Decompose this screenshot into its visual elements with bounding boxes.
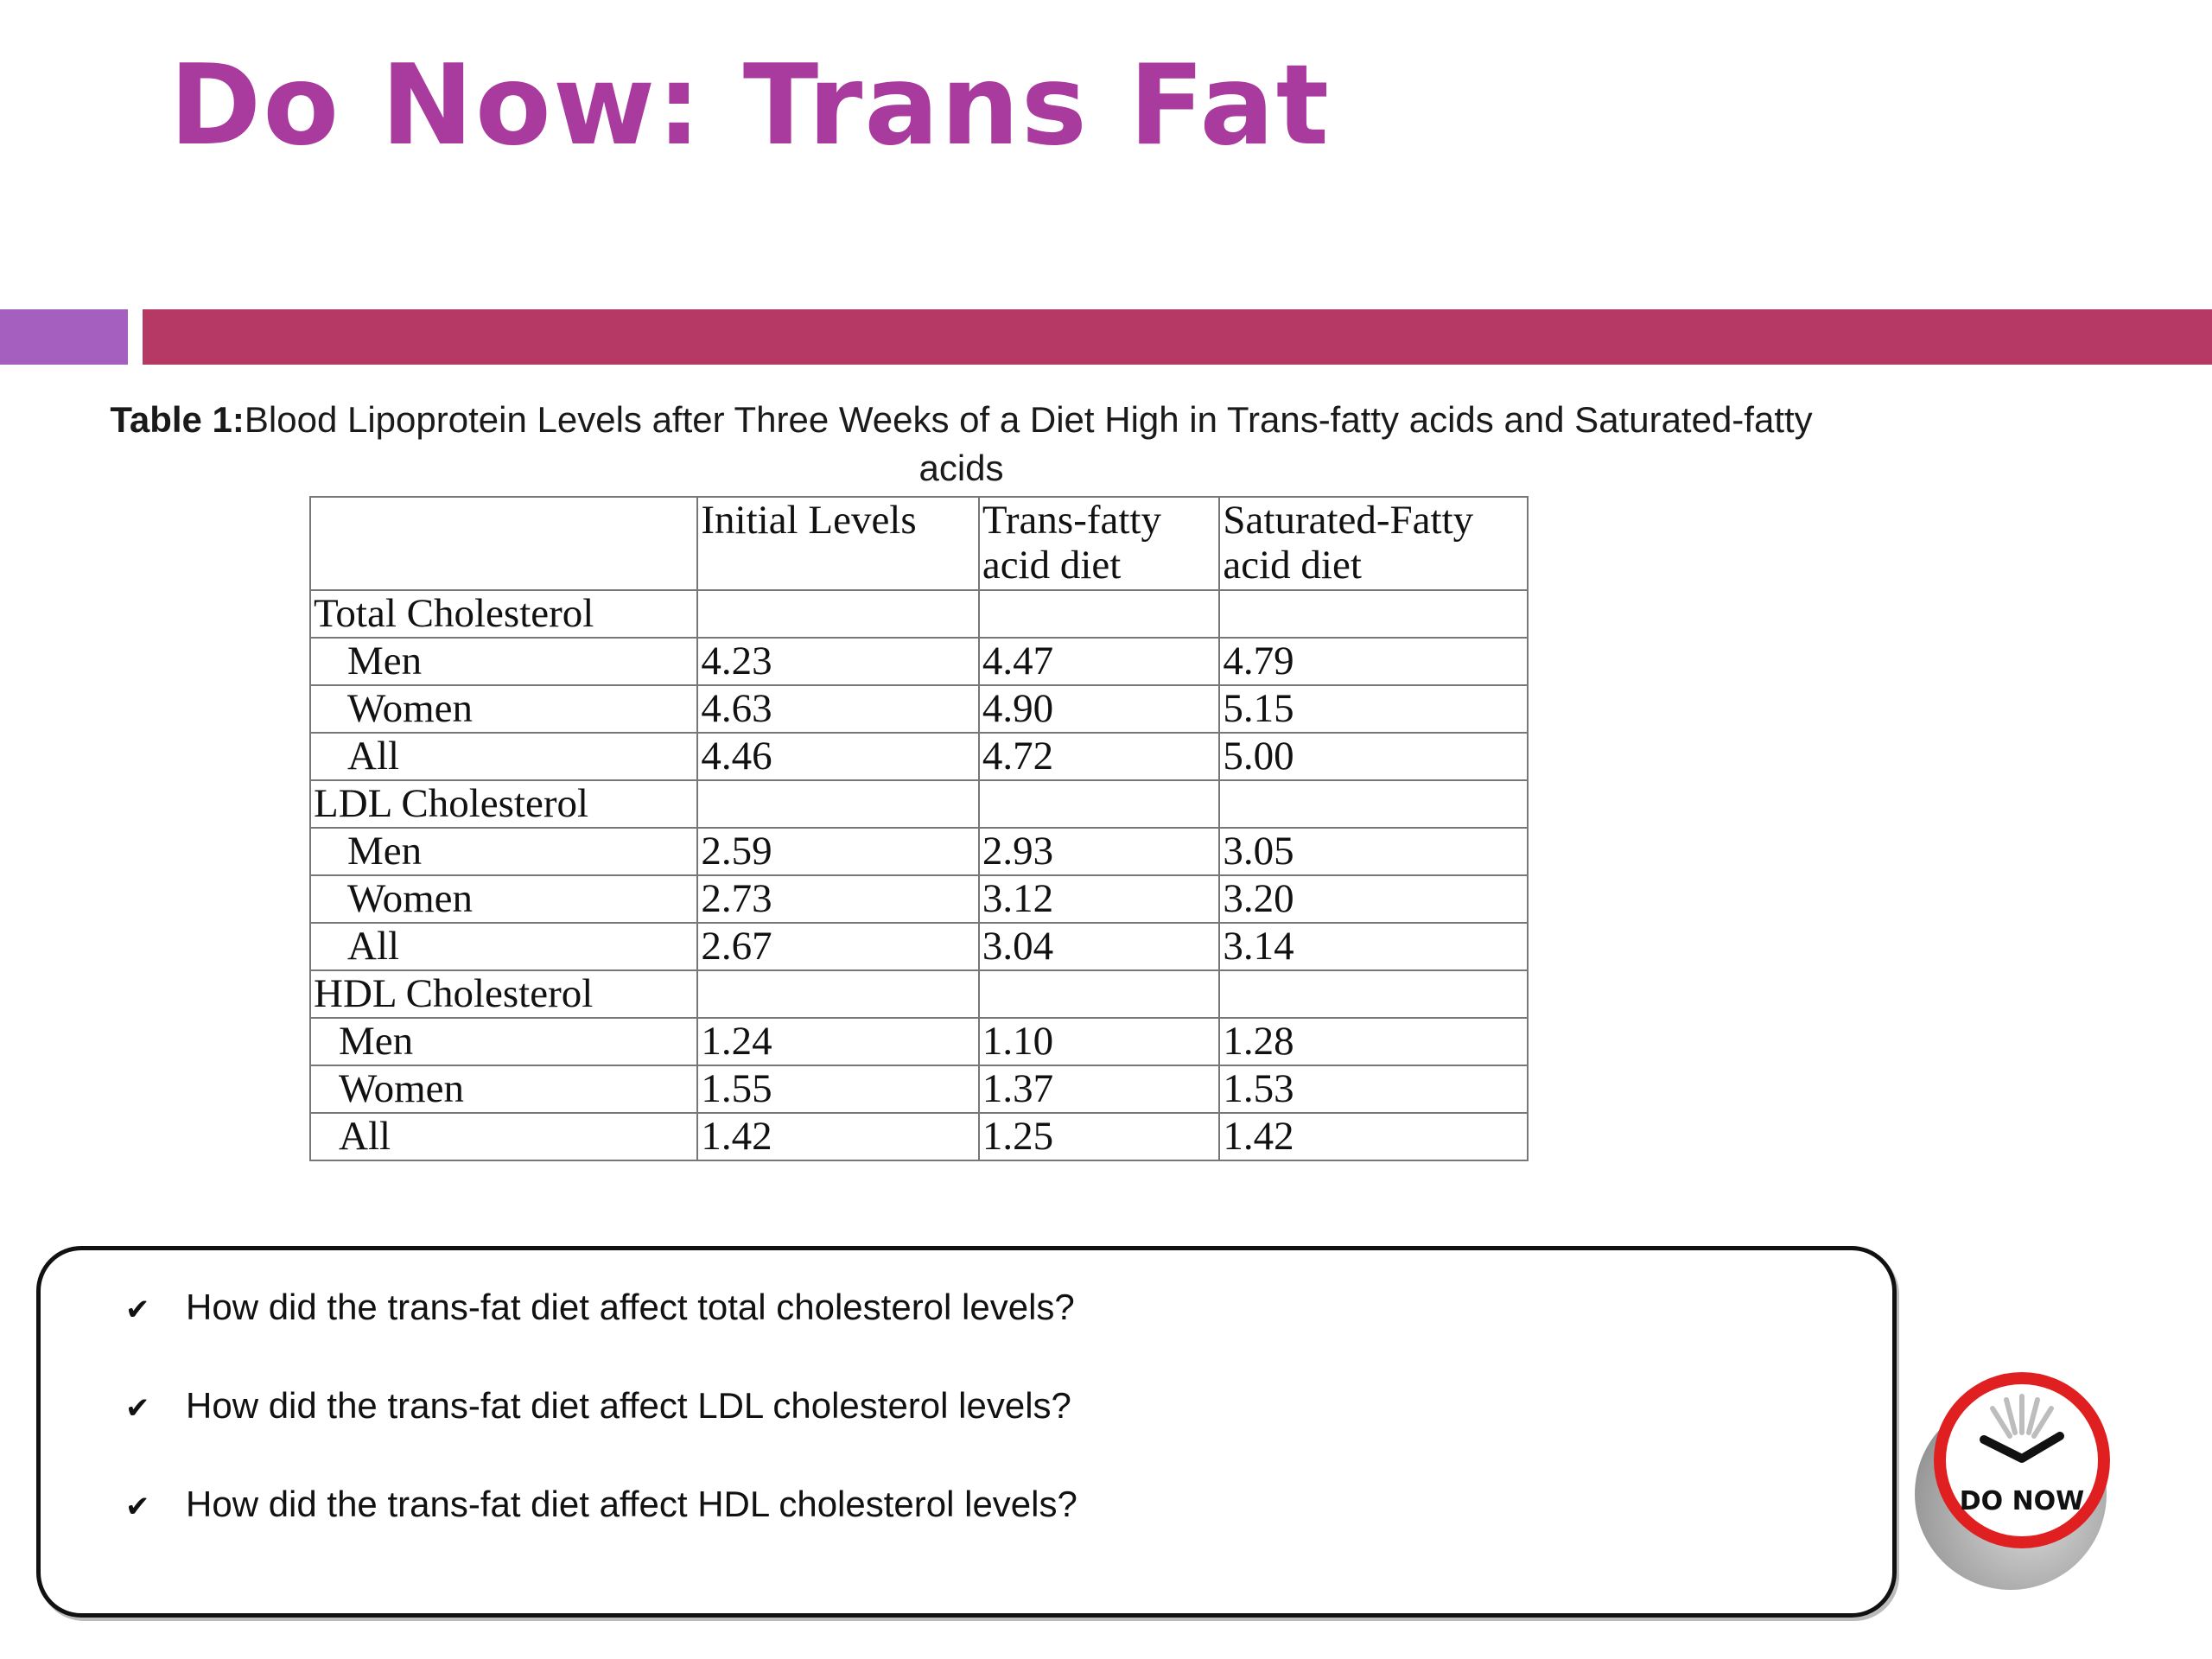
table-cell: 2.73 <box>696 874 980 924</box>
table-cell: 1.25 <box>977 1112 1221 1161</box>
checkmark-icon: ✔ <box>125 1294 150 1326</box>
question-text: How did the trans-fat diet affect HDL ch… <box>186 1484 1077 1524</box>
row-label: Men <box>308 827 699 876</box>
do-now-badge: DO NOW <box>1908 1367 2141 1600</box>
table-cell: 3.14 <box>1218 922 1529 971</box>
header-cell-empty <box>308 496 699 591</box>
question-item: ✔ How did the trans-fat diet affect total… <box>125 1287 1075 1328</box>
table-caption-label: Table 1: <box>110 399 245 440</box>
table-cell: 4.72 <box>977 732 1221 781</box>
table-row: Women 1.55 1.37 1.53 <box>308 1065 1529 1114</box>
table-cell: 2.67 <box>696 922 980 971</box>
checkmark-icon: ✔ <box>125 1392 150 1425</box>
table-cell: 5.00 <box>1218 732 1529 781</box>
table-cell: 4.46 <box>696 732 980 781</box>
accent-bar-right <box>143 309 2212 365</box>
table-cell <box>977 589 1221 639</box>
table-cell: 1.28 <box>1218 1017 1529 1066</box>
table-row: Men 4.23 4.47 4.79 <box>308 637 1529 686</box>
group-label: Total Cholesterol <box>308 589 699 639</box>
table-row: Men 2.59 2.93 3.05 <box>308 827 1529 876</box>
table-cell: 1.53 <box>1218 1065 1529 1114</box>
table-cell: 4.79 <box>1218 637 1529 686</box>
group-label: LDL Cholesterol <box>308 779 699 829</box>
group-label: HDL Cholesterol <box>308 969 699 1019</box>
group-row: Total Cholesterol <box>308 589 1529 639</box>
table-cell: 1.10 <box>977 1017 1221 1066</box>
header-cell-saturated: Saturated-Fatty acid diet <box>1218 496 1529 591</box>
do-now-clock-icon: DO NOW <box>1934 1372 2110 1548</box>
table-cell: 5.15 <box>1218 684 1529 734</box>
row-label: Men <box>308 1017 699 1066</box>
row-label: Women <box>308 874 699 924</box>
header-cell-initial: Initial Levels <box>696 496 980 591</box>
table-cell: 1.42 <box>696 1112 980 1161</box>
table-cell: 3.04 <box>977 922 1221 971</box>
question-item: ✔ How did the trans-fat diet affect LDL c… <box>125 1385 1071 1427</box>
table-cell: 4.63 <box>696 684 980 734</box>
question-item: ✔ How did the trans-fat diet affect HDL c… <box>125 1484 1077 1525</box>
table-cell <box>977 969 1221 1019</box>
table-cell: 1.24 <box>696 1017 980 1066</box>
question-text: How did the trans-fat diet affect LDL ch… <box>186 1385 1071 1426</box>
table-cell <box>696 969 980 1019</box>
row-label: All <box>308 1112 699 1161</box>
row-label: Men <box>308 637 699 686</box>
table-row: Women 2.73 3.12 3.20 <box>308 874 1529 924</box>
row-label: All <box>308 922 699 971</box>
slide-title: Do Now: Trans Fat <box>169 41 1331 170</box>
accent-bar-left <box>0 309 128 365</box>
row-label: Women <box>308 1065 699 1114</box>
table-caption: Table 1:Blood Lipoprotein Levels after T… <box>69 396 1853 493</box>
badge-label: DO NOW <box>1959 1486 2085 1516</box>
table-cell: 4.23 <box>696 637 980 686</box>
table-cell: 1.55 <box>696 1065 980 1114</box>
row-label: Women <box>308 684 699 734</box>
table-cell: 4.90 <box>977 684 1221 734</box>
table-row: All 4.46 4.72 5.00 <box>308 732 1529 781</box>
questions-box: ✔ How did the trans-fat diet affect total… <box>36 1246 1897 1618</box>
table-row: Women 4.63 4.90 5.15 <box>308 684 1529 734</box>
table-cell <box>696 589 980 639</box>
table-cell: 2.59 <box>696 827 980 876</box>
table-cell <box>1218 779 1529 829</box>
table-cell <box>1218 589 1529 639</box>
group-row: LDL Cholesterol <box>308 779 1529 829</box>
table-cell <box>1218 969 1529 1019</box>
table-row: All 1.42 1.25 1.42 <box>308 1112 1529 1161</box>
table-caption-text: Blood Lipoprotein Levels after Three Wee… <box>244 399 1813 488</box>
checkmark-icon: ✔ <box>125 1491 150 1523</box>
table-cell: 1.42 <box>1218 1112 1529 1161</box>
table-cell <box>696 779 980 829</box>
table-cell: 3.12 <box>977 874 1221 924</box>
table-cell: 2.93 <box>977 827 1221 876</box>
header-cell-trans: Trans-fatty acid diet <box>977 496 1221 591</box>
table-cell: 4.47 <box>977 637 1221 686</box>
table-cell: 3.05 <box>1218 827 1529 876</box>
group-row: HDL Cholesterol <box>308 969 1529 1019</box>
row-label: All <box>308 732 699 781</box>
table-header-row: Initial Levels Trans-fatty acid diet Sat… <box>308 496 1529 591</box>
table-row: Men 1.24 1.10 1.28 <box>308 1017 1529 1066</box>
table-row: All 2.67 3.04 3.14 <box>308 922 1529 971</box>
lipoprotein-table: Initial Levels Trans-fatty acid diet Sat… <box>308 496 1529 1161</box>
question-text: How did the trans-fat diet affect total … <box>186 1287 1075 1327</box>
table-cell: 3.20 <box>1218 874 1529 924</box>
table-cell: 1.37 <box>977 1065 1221 1114</box>
table-cell <box>977 779 1221 829</box>
